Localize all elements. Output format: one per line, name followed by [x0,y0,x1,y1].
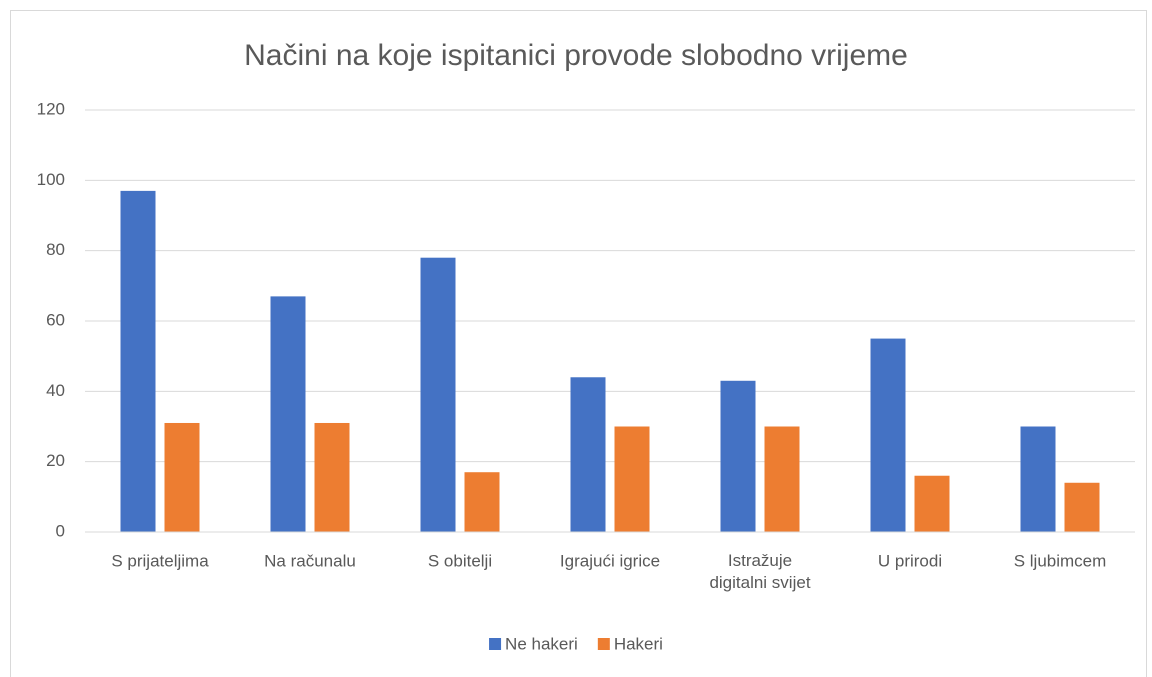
y-tick-label: 40 [46,381,65,400]
legend-label: Ne hakeri [505,634,578,653]
x-tick-label: Istražuje digitalni svijet [709,551,810,592]
x-tick-label: Na računalu [264,551,356,570]
legend-swatch [597,638,610,650]
bar [120,190,156,532]
chart-border [10,10,1147,677]
legend: Ne hakeri Hakeri [489,634,663,653]
chart-title: Načini na koje ispitanici provode slobod… [244,39,908,72]
x-tick-label: S obitelji [428,551,492,570]
bar [764,426,800,532]
bar [1064,482,1100,532]
bar [270,296,306,532]
bar [720,380,756,532]
y-tick-label: 80 [46,240,65,259]
y-tick-label: 120 [37,99,65,118]
bar [614,426,650,532]
bar [420,257,456,532]
y-tick-label: 100 [37,170,65,189]
bar [164,422,200,532]
x-tick-label: U prirodi [878,551,942,570]
y-tick-label: 60 [46,310,65,329]
y-tick-label: 0 [56,521,65,540]
bar [914,475,950,532]
bar [1020,426,1056,532]
bar [314,422,350,532]
bar [870,338,906,532]
x-tick-label-line: digitalni svijet [709,573,810,592]
x-tick-label: S ljubimcem [1014,551,1107,570]
bar [570,377,606,532]
x-tick-label: S prijateljima [111,551,209,570]
y-tick-label: 20 [46,451,65,470]
legend-label: Hakeri [614,634,663,653]
legend-swatch [489,638,502,650]
x-tick-label: Igrajući igrice [560,551,660,570]
x-tick-label-line: Istražuje [728,551,792,570]
bar [464,472,500,532]
